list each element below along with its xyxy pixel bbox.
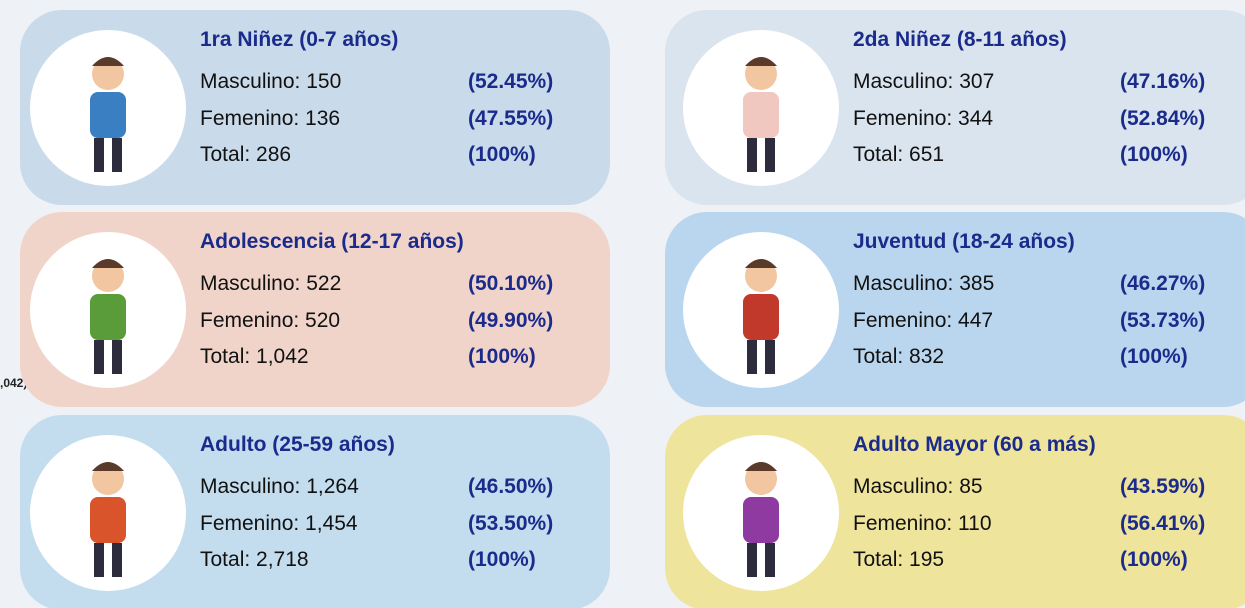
row-text: Femenino: 520 xyxy=(200,308,341,332)
illustration xyxy=(683,435,839,591)
figure xyxy=(743,259,779,374)
row-percent: (53.73%) xyxy=(1120,308,1206,332)
row-percent: (53.50%) xyxy=(468,511,554,535)
card-title: Adulto (25-59 años) xyxy=(200,433,395,456)
row-text: Total: 286 xyxy=(200,143,292,166)
row-percent: (56.41%) xyxy=(1120,511,1206,535)
row-text: Masculino: 85 xyxy=(853,475,983,498)
age-card: Adolescencia (12-17 años) Masculino: 522 (… xyxy=(20,212,610,407)
row-percent: (52.84%) xyxy=(1120,106,1206,130)
row-text: Total: 195 xyxy=(853,548,945,571)
row-percent: (50.10%) xyxy=(468,272,554,295)
card-title: 1ra Niñez (0-7 años) xyxy=(200,28,399,51)
row-text: Masculino: 385 xyxy=(853,272,995,295)
row-text: Masculino: 150 xyxy=(200,70,342,93)
row-percent: (100%) xyxy=(1120,345,1188,368)
row-text: Femenino: 1,454 xyxy=(200,511,358,535)
row-text: Femenino: 344 xyxy=(853,106,994,130)
row-text: Total: 1,042 xyxy=(200,345,309,368)
row-text: Masculino: 1,264 xyxy=(200,475,359,498)
card-title: Adolescencia (12-17 años) xyxy=(200,230,464,253)
row-text: Femenino: 110 xyxy=(853,511,992,535)
illustration xyxy=(30,435,186,591)
row-text: Total: 651 xyxy=(853,143,945,166)
row-percent: (100%) xyxy=(468,548,536,571)
row-percent: (100%) xyxy=(468,143,536,166)
figure xyxy=(90,462,126,577)
figure xyxy=(743,462,779,577)
row-percent: (47.16%) xyxy=(1120,70,1206,93)
row-percent: (43.59%) xyxy=(1120,475,1206,498)
row-percent: (100%) xyxy=(468,345,536,368)
age-card: Juventud (18-24 años) Masculino: 385 (46.2… xyxy=(665,212,1245,407)
row-text: Total: 2,718 xyxy=(200,548,309,571)
row-text: Masculino: 522 xyxy=(200,272,342,295)
row-percent: (100%) xyxy=(1120,143,1188,166)
row-text: Femenino: 136 xyxy=(200,106,341,130)
card-title: Adulto Mayor (60 a más) xyxy=(853,433,1096,456)
card-title: Juventud (18-24 años) xyxy=(853,230,1075,253)
illustration xyxy=(683,30,839,186)
illustration xyxy=(30,30,186,186)
row-percent: (52.45%) xyxy=(468,70,554,93)
age-card: Adulto (25-59 años) Masculino: 1,264 (46.5… xyxy=(20,415,610,608)
figure xyxy=(743,57,779,172)
edge-fragment: ,042) xyxy=(0,376,28,390)
row-text: Femenino: 447 xyxy=(853,308,994,332)
row-text: Total: 832 xyxy=(853,345,945,368)
illustration xyxy=(30,232,186,388)
row-text: Masculino: 307 xyxy=(853,70,995,93)
row-percent: (100%) xyxy=(1120,548,1188,571)
figure xyxy=(90,57,126,172)
figure xyxy=(90,259,126,374)
row-percent: (49.90%) xyxy=(468,308,554,332)
age-card: 1ra Niñez (0-7 años) Masculino: 150 (52.45… xyxy=(20,10,610,205)
card-title: 2da Niñez (8-11 años) xyxy=(853,28,1067,51)
illustration xyxy=(683,232,839,388)
row-percent: (46.50%) xyxy=(468,475,554,498)
row-percent: (47.55%) xyxy=(468,106,554,130)
age-card: 2da Niñez (8-11 años) Masculino: 307 (47.1… xyxy=(665,10,1245,205)
age-card: Adulto Mayor (60 a más) Masculino: 85 (43.… xyxy=(665,415,1245,608)
row-percent: (46.27%) xyxy=(1120,272,1206,295)
